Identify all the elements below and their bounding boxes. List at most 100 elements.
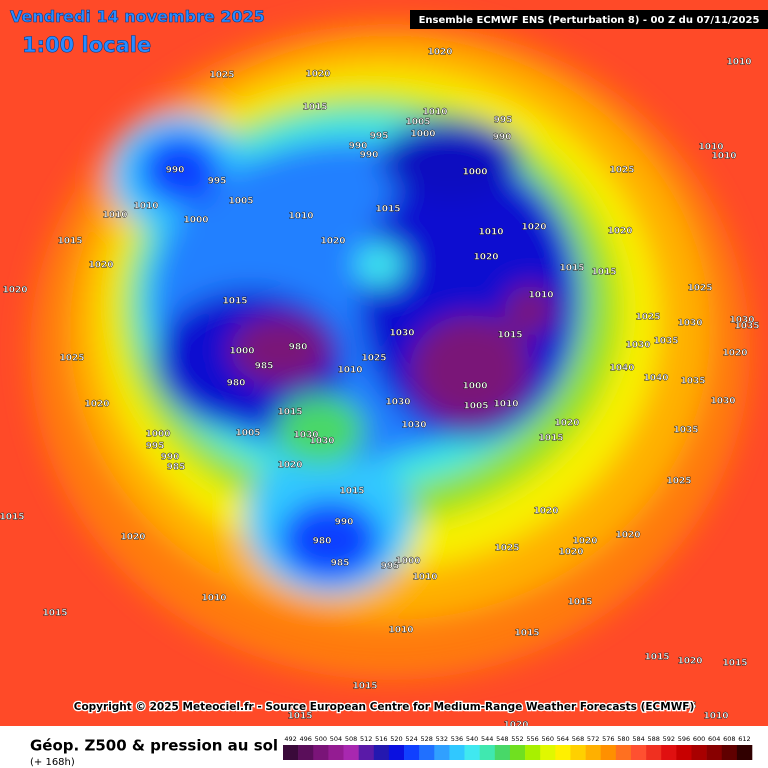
pressure-label: 1010 [528, 291, 553, 301]
pressure-label: 1015 [277, 408, 302, 418]
pressure-label: 1005 [235, 429, 260, 439]
pressure-label: 1030 [309, 437, 334, 447]
scale-swatch [525, 745, 541, 760]
scale-label: 528 [421, 735, 433, 743]
scale-label: 596 [678, 735, 690, 743]
pressure-label: 990 [493, 133, 512, 143]
pressure-label: 990 [161, 453, 180, 463]
scale-label: 492 [284, 735, 296, 743]
pressure-label: 980 [313, 537, 332, 547]
pressure-label: 995 [208, 177, 227, 187]
pressure-label: 990 [360, 151, 379, 161]
pressure-label: 1020 [503, 721, 528, 731]
pressure-label: 1015 [375, 205, 400, 215]
scale-label: 540 [466, 735, 478, 743]
pressure-label: 1000 [145, 430, 170, 440]
pressure-label: 1015 [538, 434, 563, 444]
pressure-label: 1025 [494, 544, 519, 554]
pressure-label: 1015 [57, 237, 82, 247]
scale-swatch [388, 745, 405, 760]
copyright: Copyright © 2025 Meteociel.fr - Source E… [74, 701, 695, 713]
pressure-label: 1040 [643, 374, 668, 384]
scale-swatch [630, 745, 647, 760]
pressure-label: 1015 [0, 513, 25, 523]
pressure-label: 1015 [591, 268, 616, 278]
scale-label: 560 [542, 735, 554, 743]
scale-label: 580 [617, 735, 629, 743]
pressure-label: 1030 [385, 398, 410, 408]
scale-label: 548 [496, 735, 508, 743]
pressure-label: 1015 [559, 264, 584, 274]
pressure-label: 990 [335, 518, 354, 528]
pressure-label: 1010 [703, 712, 728, 722]
scale-swatch [434, 745, 450, 760]
scale-swatch [449, 745, 465, 760]
pressure-label: 1020 [607, 227, 632, 237]
scale-swatch [328, 745, 344, 760]
pressure-label: 1010 [388, 626, 413, 636]
scale-swatch [691, 745, 707, 760]
pressure-label: 1020 [84, 400, 109, 410]
pressure-label: 1025 [609, 166, 634, 176]
pressure-label: 1030 [677, 319, 702, 329]
scale-swatch [494, 745, 511, 760]
pressure-label: 1015 [514, 629, 539, 639]
pressure-label: 990 [349, 142, 368, 152]
pressure-label: 1025 [666, 477, 691, 487]
pressure-label: 1015 [671, 702, 696, 712]
scale-label: 524 [405, 735, 417, 743]
scale-label: 588 [647, 735, 659, 743]
pressure-label: 1035 [680, 377, 705, 387]
scale-swatch [373, 745, 390, 760]
pressure-label: 1020 [473, 253, 498, 263]
scale-label: 500 [315, 735, 327, 743]
scale-swatch [646, 745, 662, 760]
scale-swatch [600, 745, 617, 760]
scale-label: 576 [602, 735, 614, 743]
pressure-label: 1000 [395, 557, 420, 567]
scale-label: 600 [693, 735, 705, 743]
pressure-label: 1020 [615, 531, 640, 541]
pressure-label: 1015 [287, 712, 312, 722]
pressure-label: 1015 [42, 609, 67, 619]
pressure-label: 1020 [533, 507, 558, 517]
model-info: Ensemble ECMWF ENS (Perturbation 8) - 00… [419, 15, 760, 26]
pressure-label: 1025 [209, 71, 234, 81]
pressure-label: 1005 [463, 402, 488, 412]
pressure-label: 985 [167, 463, 186, 473]
scale-label: 508 [345, 735, 357, 743]
scale-swatch [283, 745, 299, 760]
scale-label: 536 [451, 735, 463, 743]
pressure-label: 1030 [389, 329, 414, 339]
pressure-label: 1035 [653, 337, 678, 347]
pressure-label: 1010 [726, 58, 751, 68]
pressure-label: 1010 [493, 400, 518, 410]
pressure-label: 1030 [293, 431, 318, 441]
model-box [410, 10, 768, 29]
pressure-label: 1015 [722, 659, 747, 669]
pressure-label: 995 [381, 562, 400, 572]
pressure-label: 1020 [554, 419, 579, 429]
pressure-label: 1015 [644, 653, 669, 663]
scale-swatch [706, 745, 723, 760]
map-field [0, 0, 768, 726]
pressure-label: 1025 [635, 313, 660, 323]
scale-label: 532 [436, 735, 448, 743]
scale-swatch [419, 745, 435, 760]
pressure-label: 1020 [677, 657, 702, 667]
scale-label: 564 [557, 735, 569, 743]
scale-swatch [343, 745, 359, 760]
pressure-label: 1015 [567, 598, 592, 608]
scale-label: 552 [511, 735, 523, 743]
scale-swatch [298, 745, 314, 760]
scale-label: 592 [663, 735, 675, 743]
pressure-label: 1020 [2, 286, 27, 296]
scale-swatch [661, 745, 677, 760]
pressure-label: 1000 [410, 130, 435, 140]
scale-swatch [721, 745, 738, 760]
pressure-label: 1025 [59, 354, 84, 364]
pressure-label: 1040 [609, 364, 634, 374]
pressure-label: 1020 [320, 237, 345, 247]
scale-swatch [404, 745, 420, 760]
